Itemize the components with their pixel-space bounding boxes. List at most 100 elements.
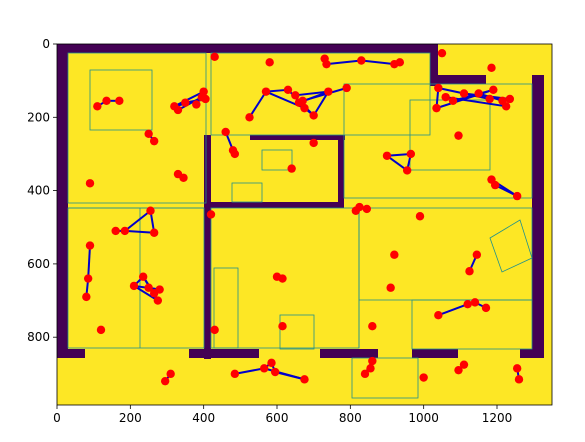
data-point: [489, 85, 498, 95]
graph-points: [82, 48, 524, 386]
wall: [57, 349, 85, 358]
data-point: [366, 364, 375, 373]
data-point: [155, 285, 164, 294]
kitchen-counter: [213, 267, 239, 349]
data-point: [291, 91, 300, 100]
graph-edge: [295, 90, 329, 97]
data-point: [382, 151, 392, 160]
data-point: [181, 98, 190, 107]
plot-area: [56, 43, 553, 406]
x-tick-label: 1000: [408, 411, 439, 425]
graph-edge: [312, 91, 330, 116]
data-point: [287, 164, 296, 173]
data-point: [454, 131, 463, 140]
data-point: [485, 94, 494, 104]
data-point: [210, 325, 219, 335]
x-axis: 0 200 400 600 800 1000 1200: [53, 405, 512, 425]
graph-edge: [361, 59, 395, 66]
graph-edge: [263, 367, 305, 381]
y-tick-label: 0: [42, 37, 50, 51]
data-point: [230, 149, 240, 159]
data-point: [472, 250, 482, 259]
data-point: [270, 367, 280, 377]
y-tick-label: 200: [27, 110, 50, 124]
data-point: [144, 283, 153, 292]
data-point: [441, 92, 450, 102]
data-point: [265, 58, 274, 67]
data-point: [355, 202, 364, 212]
data-point: [85, 241, 95, 250]
wall: [532, 75, 544, 358]
data-point: [481, 303, 491, 313]
data-point: [448, 96, 458, 106]
data-point: [357, 56, 366, 65]
data-point: [144, 129, 153, 138]
wall: [189, 349, 259, 358]
data-point: [360, 369, 370, 379]
data-point: [490, 180, 500, 190]
data-point: [501, 102, 511, 111]
data-point: [93, 102, 102, 111]
graph-edge: [124, 229, 155, 234]
graph-edge: [173, 90, 205, 108]
data-point: [434, 83, 443, 93]
data-point: [267, 358, 276, 368]
data-point: [85, 179, 95, 188]
data-point: [120, 226, 130, 236]
graph-edge: [326, 59, 362, 66]
bottom-room: [351, 357, 419, 399]
wall: [412, 349, 458, 358]
data-point: [261, 87, 271, 96]
data-point: [149, 136, 159, 146]
data-point: [160, 376, 170, 386]
graph-edge: [302, 87, 347, 102]
toilet: [261, 149, 293, 171]
data-point: [199, 87, 208, 96]
wall: [338, 135, 344, 207]
data-point: [230, 369, 240, 379]
data-point: [386, 283, 395, 292]
wall: [57, 44, 68, 358]
data-point: [82, 292, 91, 302]
axes-frame: [56, 43, 553, 406]
data-point: [505, 94, 515, 104]
data-point: [166, 369, 175, 379]
data-point: [419, 373, 428, 382]
data-point: [111, 226, 120, 236]
graph-edge: [124, 209, 152, 232]
x-tick-label: 200: [119, 411, 142, 425]
data-point: [454, 365, 463, 375]
data-point: [487, 63, 496, 73]
bed: [89, 69, 153, 131]
data-point: [221, 127, 230, 137]
bathtub: [231, 182, 263, 203]
rug: [489, 219, 533, 273]
data-point: [322, 59, 331, 69]
data-point: [395, 58, 405, 67]
data-point: [474, 89, 483, 98]
x-tick-label: 0: [53, 411, 61, 425]
data-point: [512, 191, 522, 201]
data-point: [298, 96, 307, 106]
data-point: [146, 206, 155, 215]
data-point: [138, 272, 148, 281]
y-tick-label: 400: [27, 184, 50, 198]
data-point: [278, 274, 287, 283]
data-point: [245, 113, 254, 122]
data-point: [300, 103, 309, 113]
room-outline: [67, 52, 207, 204]
data-point: [406, 149, 416, 159]
data-point: [463, 300, 472, 309]
data-point: [173, 105, 183, 115]
data-point: [206, 210, 216, 219]
graph-edge: [436, 88, 494, 110]
data-point: [342, 83, 351, 93]
graph-edge: [437, 303, 469, 317]
data-point: [465, 267, 474, 276]
floorplan-walls: [57, 44, 544, 359]
data-point: [324, 87, 333, 96]
room-outline: [210, 52, 431, 136]
data-point: [83, 274, 93, 283]
data-point: [309, 138, 318, 148]
